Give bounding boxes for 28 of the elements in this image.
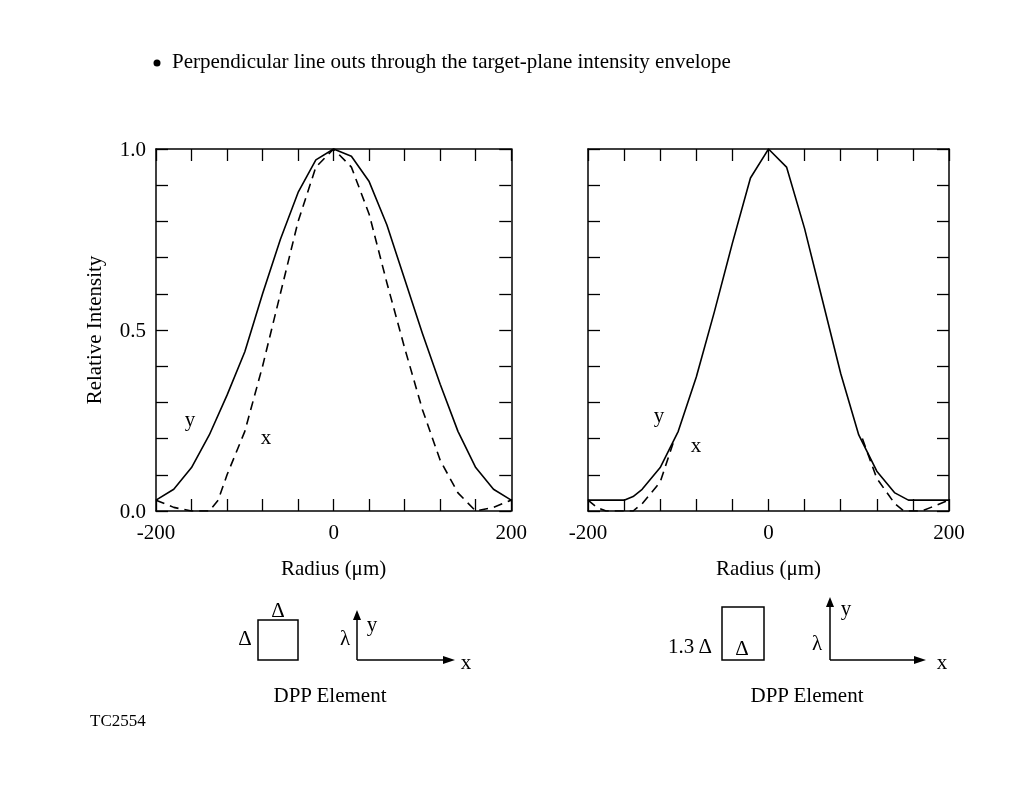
- x-axis-title: Radius (μm): [281, 555, 387, 580]
- series-label: x: [690, 432, 702, 457]
- text: DPP Element: [750, 682, 864, 707]
- text: 1.3 Δ: [668, 633, 712, 658]
- chart-title: Perpendicular line outs through the target-plane intensity envelope: [172, 48, 731, 73]
- x-tick-label: 0: [328, 519, 339, 544]
- text: Δ: [238, 625, 252, 650]
- series-label: y: [184, 406, 196, 431]
- text: Δ: [271, 597, 285, 622]
- text: TC2554: [90, 710, 147, 730]
- x-tick-label: 0: [763, 519, 774, 544]
- x-tick-label: -200: [568, 519, 608, 544]
- text: x: [936, 649, 948, 674]
- x-tick-label: 200: [933, 519, 965, 544]
- series-label: y: [653, 403, 665, 428]
- y-tick-label: 0.5: [119, 318, 146, 342]
- y-tick-label: 1.0: [119, 137, 146, 161]
- text: DPP Element: [273, 682, 387, 707]
- y-axis-title: Relative Intensity: [81, 255, 106, 405]
- text: Δ: [735, 635, 749, 660]
- text: x: [460, 649, 472, 674]
- text: λ: [811, 630, 823, 655]
- text: y: [366, 611, 378, 636]
- text: λ: [339, 625, 351, 650]
- x-tick-label: 200: [495, 519, 527, 544]
- text: y: [840, 595, 852, 620]
- x-axis-title: Radius (μm): [715, 555, 822, 580]
- series-label: x: [260, 425, 272, 450]
